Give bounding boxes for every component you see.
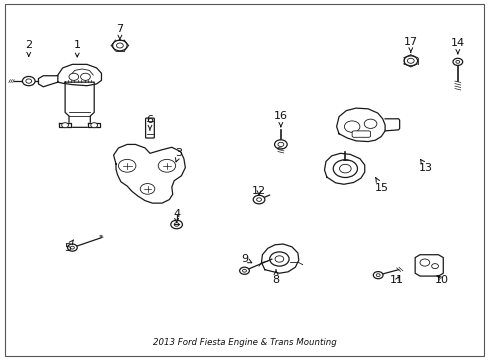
Text: 4: 4 [173, 209, 180, 222]
Polygon shape [385, 119, 399, 131]
Circle shape [140, 184, 155, 194]
Text: 3: 3 [175, 148, 182, 162]
Polygon shape [261, 244, 298, 273]
Polygon shape [414, 255, 443, 276]
Text: 12: 12 [251, 186, 265, 197]
Circle shape [339, 165, 350, 173]
Text: 2013 Ford Fiesta Engine & Trans Mounting: 2013 Ford Fiesta Engine & Trans Mounting [152, 338, 336, 347]
Circle shape [372, 271, 382, 279]
Polygon shape [88, 123, 100, 127]
Circle shape [118, 159, 136, 172]
FancyBboxPatch shape [351, 131, 370, 137]
Circle shape [81, 73, 90, 80]
Polygon shape [58, 64, 102, 86]
Text: 11: 11 [389, 275, 404, 285]
Circle shape [403, 56, 417, 66]
Text: 14: 14 [450, 38, 464, 54]
Circle shape [364, 119, 376, 129]
Circle shape [274, 256, 283, 262]
FancyBboxPatch shape [145, 118, 154, 138]
Polygon shape [336, 108, 385, 141]
Polygon shape [39, 76, 58, 87]
Circle shape [274, 140, 286, 149]
Text: 17: 17 [403, 37, 417, 53]
Text: 7: 7 [116, 24, 123, 40]
Polygon shape [324, 153, 364, 184]
Text: 1: 1 [74, 40, 81, 57]
Circle shape [419, 259, 429, 266]
Circle shape [269, 252, 288, 266]
Text: 5: 5 [64, 240, 73, 253]
Circle shape [170, 220, 182, 229]
Circle shape [67, 244, 77, 251]
Text: 13: 13 [418, 159, 432, 172]
Text: 8: 8 [272, 270, 279, 285]
Circle shape [239, 267, 249, 274]
Text: 10: 10 [434, 275, 448, 285]
Text: 6: 6 [146, 114, 153, 130]
Circle shape [61, 123, 68, 128]
Circle shape [431, 264, 438, 269]
Text: 15: 15 [374, 177, 388, 193]
Circle shape [69, 73, 79, 80]
Circle shape [91, 123, 98, 128]
Circle shape [344, 121, 359, 132]
Polygon shape [65, 82, 94, 127]
Circle shape [253, 195, 264, 204]
Text: 16: 16 [273, 111, 287, 127]
Circle shape [158, 159, 175, 172]
Text: 2: 2 [25, 40, 32, 56]
Circle shape [452, 58, 462, 66]
Circle shape [112, 40, 127, 51]
Polygon shape [59, 123, 71, 127]
Text: 9: 9 [241, 254, 251, 264]
Circle shape [332, 160, 357, 177]
Polygon shape [113, 144, 185, 203]
Circle shape [22, 76, 35, 86]
